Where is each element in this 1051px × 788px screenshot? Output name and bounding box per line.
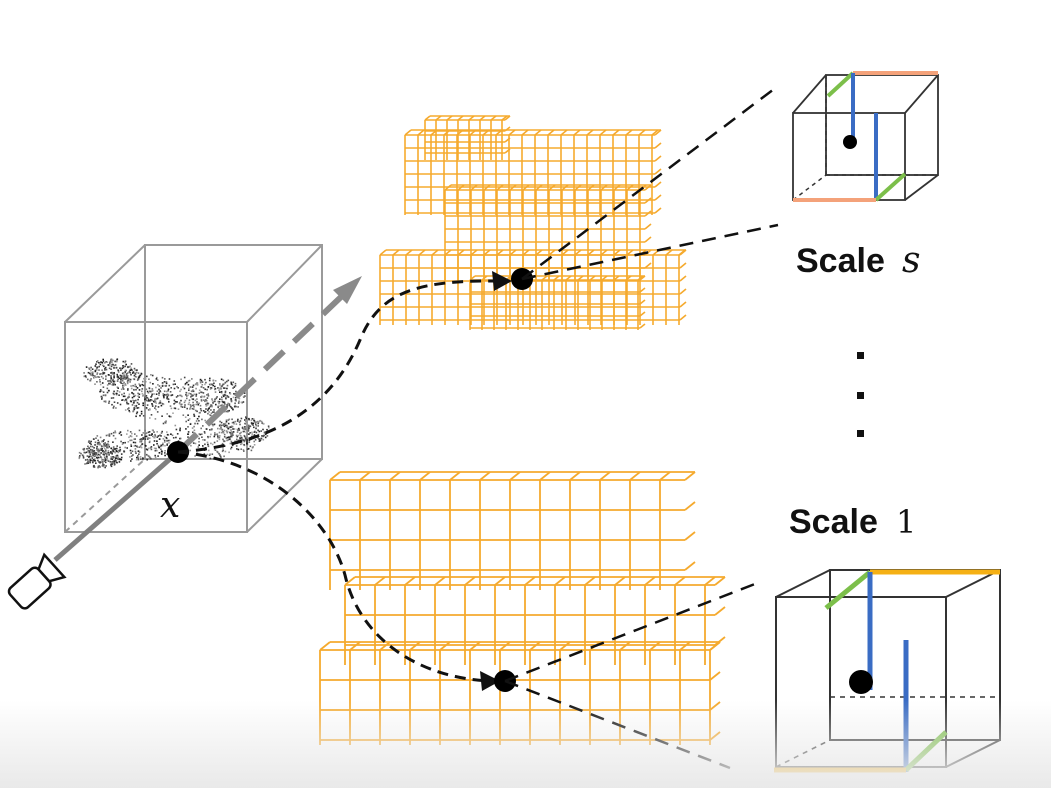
scale-1-label: Scale 1 — [789, 503, 916, 541]
voxel-grid-coarse — [319, 471, 726, 745]
svg-text:s: s — [902, 240, 920, 281]
svg-text:1: 1 — [896, 503, 916, 541]
svg-text:Scale: Scale — [796, 242, 885, 280]
query-paths — [177, 279, 503, 683]
svg-text:Scale: Scale — [789, 503, 878, 541]
scale-ellipsis — [857, 352, 864, 437]
arrowhead-bottom — [480, 671, 500, 691]
camera-icon — [7, 552, 67, 610]
cell-zoom-scale-1 — [774, 569, 1001, 773]
point-label: x — [160, 485, 180, 526]
arrowhead-top — [492, 271, 512, 291]
voxel-grid-fine — [379, 115, 687, 330]
camera-ray — [53, 276, 362, 562]
cell-zoom-scale-s — [792, 71, 939, 202]
scale-s-label: Scale s — [796, 240, 920, 281]
scene-cube — [64, 244, 323, 533]
zoom-lines — [504, 85, 779, 770]
